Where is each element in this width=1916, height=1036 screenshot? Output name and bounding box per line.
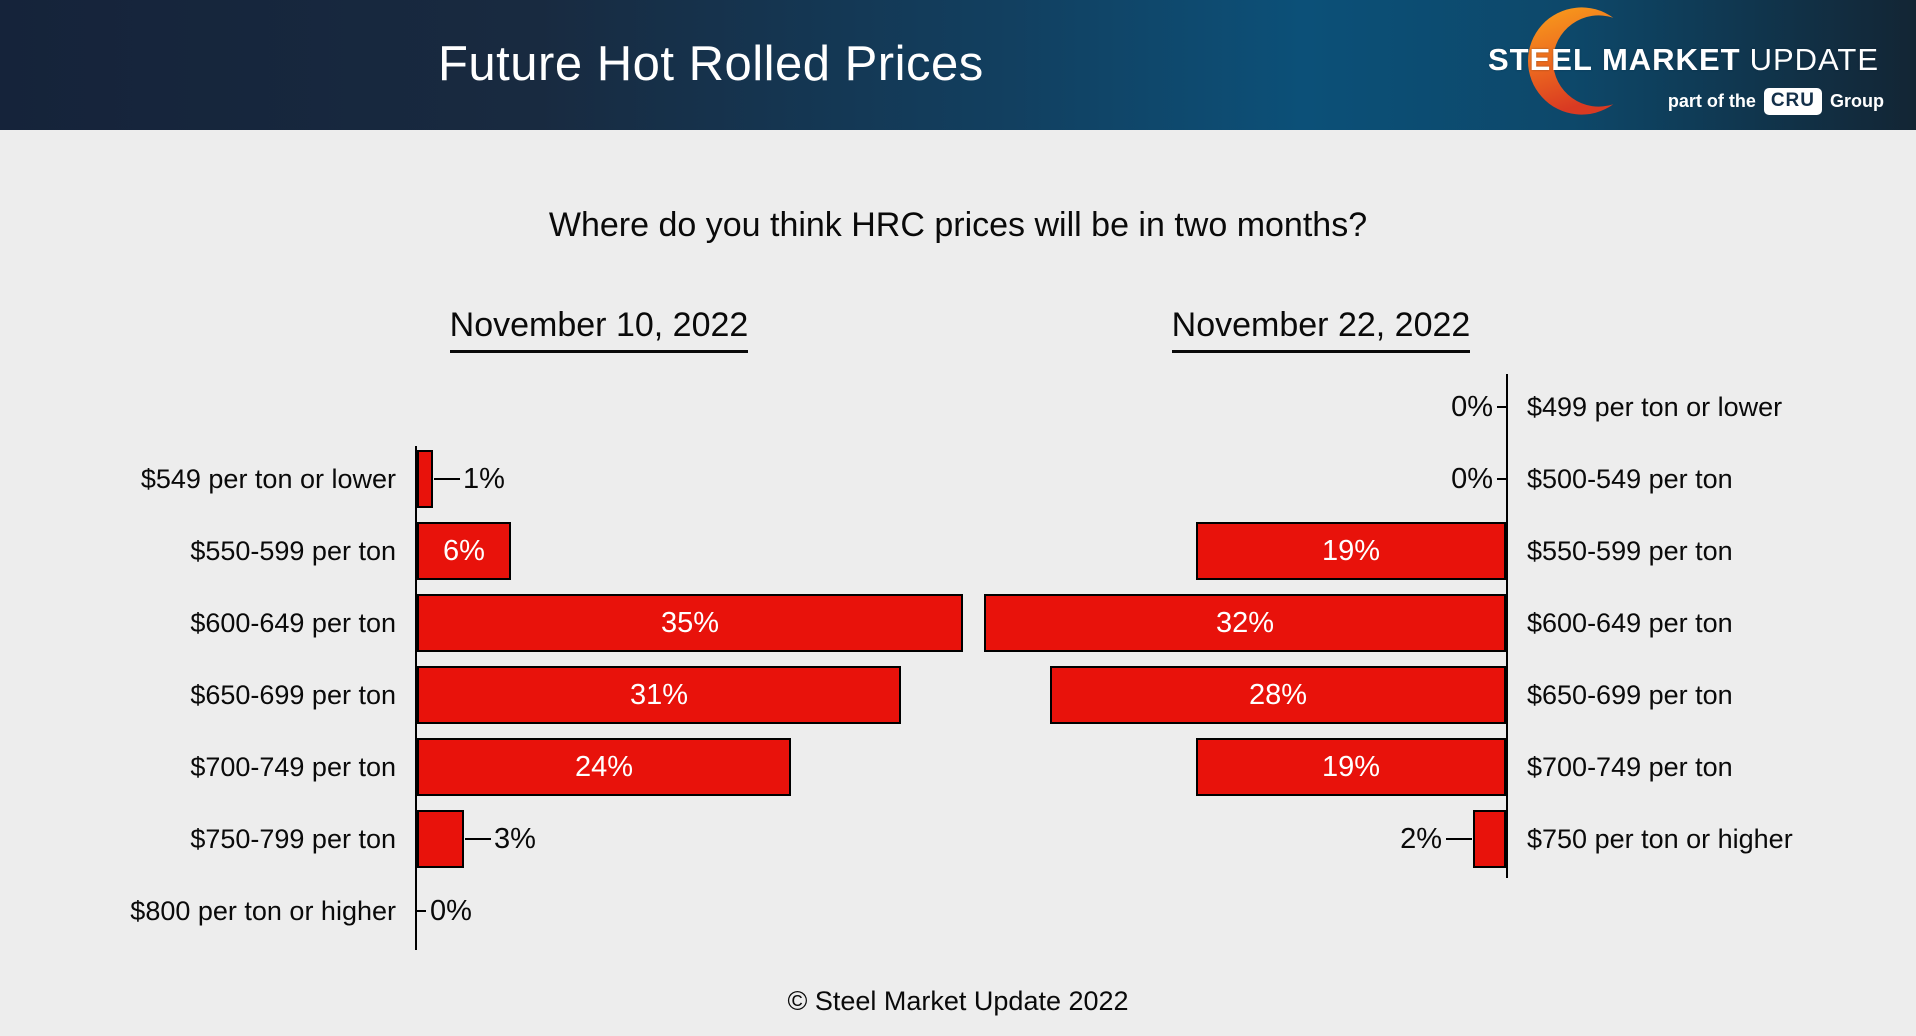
bar (417, 594, 963, 652)
bar-value-label: 19% (1321, 535, 1381, 567)
bar (984, 594, 1506, 652)
right-chart-title: November 22, 2022 (1021, 306, 1621, 353)
bar-value-label: 0% (430, 895, 472, 927)
left-chart-axis (415, 446, 417, 950)
bar-value-label: 6% (443, 535, 485, 567)
bar (417, 738, 791, 796)
bar-value-label: 2% (1400, 823, 1442, 855)
bar (1473, 810, 1506, 868)
left-category-label: $700-749 per ton (190, 752, 396, 782)
value-leader-line (465, 838, 491, 840)
left-category-label: $750-799 per ton (190, 824, 396, 854)
left-category-label: $800 per ton or higher (130, 896, 396, 926)
bar-value-label: 0% (1451, 463, 1493, 495)
bar-value-label: 3% (494, 823, 536, 855)
left-category-label: $550-599 per ton (190, 536, 396, 566)
header-banner: Future Hot Rolled Prices STEEL MARKET UPD… (0, 0, 1916, 130)
bar (417, 522, 511, 580)
bar (1196, 522, 1506, 580)
value-leader-line (1446, 838, 1472, 840)
value-leader-line (434, 478, 460, 480)
left-category-label: $600-649 per ton (190, 608, 396, 638)
smu-crescent-icon (1528, 7, 1614, 115)
cru-group-icon: CRU (1763, 88, 1822, 115)
bar-value-label: 24% (574, 751, 634, 783)
smu-logo-wordmark: STEEL MARKET UPDATE (1488, 42, 1879, 78)
smu-logo-bold-text: STEEL MARKET (1488, 42, 1741, 77)
bar-value-label: 1% (463, 463, 505, 495)
bar-value-label: 0% (1451, 391, 1493, 423)
right-category-label: $499 per ton or lower (1527, 392, 1783, 422)
bar-value-label: 28% (1248, 679, 1308, 711)
bar-value-label: 31% (629, 679, 689, 711)
right-chart-axis (1506, 374, 1508, 878)
right-category-label: $750 per ton or higher (1527, 824, 1793, 854)
copyright: © Steel Market Update 2022 (787, 986, 1129, 1016)
page-title: Future Hot Rolled Prices (438, 37, 984, 91)
bar (417, 450, 433, 508)
bar (417, 666, 901, 724)
zero-tick (417, 910, 426, 912)
tagline-suffix: Group (1830, 91, 1884, 111)
bar (1196, 738, 1506, 796)
zero-tick (1497, 406, 1506, 408)
left-category-label: $650-699 per ton (190, 680, 396, 710)
right-category-label: $600-649 per ton (1527, 608, 1733, 638)
bar-value-label: 32% (1215, 607, 1275, 639)
right-category-label: $550-599 per ton (1527, 536, 1733, 566)
tagline-prefix: part of the (1667, 91, 1756, 111)
bar (417, 810, 464, 868)
bar-value-label: 35% (660, 607, 720, 639)
smu-logo-light-text: UPDATE (1749, 42, 1880, 77)
left-category-label: $549 per ton or lower (140, 464, 396, 494)
chart-question: Where do you think HRC prices will be in… (548, 206, 1368, 244)
left-chart-title: November 10, 2022 (299, 306, 899, 353)
bar-value-label: 19% (1321, 751, 1381, 783)
zero-tick (1497, 478, 1506, 480)
right-category-label: $700-749 per ton (1527, 752, 1733, 782)
right-category-label: $500-549 per ton (1527, 464, 1733, 494)
bar (1050, 666, 1506, 724)
smu-logo-tagline: part of the CRU Group (1668, 88, 1884, 115)
right-category-label: $650-699 per ton (1527, 680, 1733, 710)
